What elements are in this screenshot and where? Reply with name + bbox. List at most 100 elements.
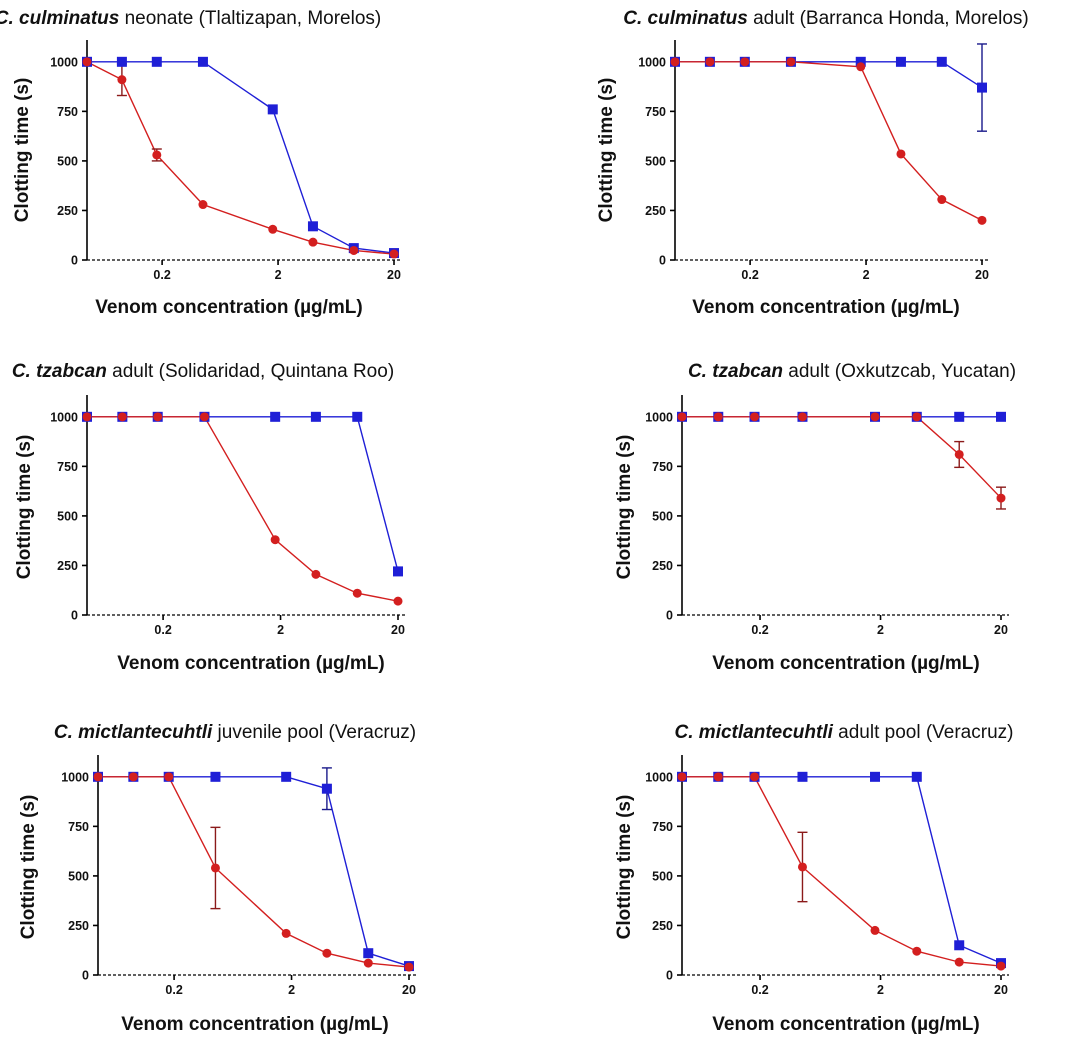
data-point-circle (750, 412, 760, 422)
y-tick-label: 250 (57, 559, 78, 573)
data-point-circle (82, 412, 92, 422)
data-point-square (281, 771, 292, 782)
y-tick-label: 750 (645, 105, 666, 119)
data-point-square (996, 411, 1006, 422)
data-point-square (393, 566, 403, 577)
series-line-red (682, 416, 1002, 499)
data-point-circle (797, 412, 807, 422)
data-point-circle (93, 772, 103, 782)
x-tick-label: 20 (387, 268, 401, 282)
x-tick-label: 0.2 (153, 268, 170, 282)
series-line-red (86, 61, 395, 255)
x-tick-label: 2 (863, 268, 870, 282)
x-tick-label: 0.2 (741, 268, 758, 282)
data-point-square (210, 771, 221, 782)
chart-title-rest: adult (Barranca Honda, Morelos) (748, 8, 1029, 29)
series-line-red (98, 776, 410, 968)
data-point-circle (896, 149, 906, 159)
y-tick-label: 1000 (61, 770, 89, 784)
data-point-circle (870, 412, 880, 422)
data-point-square (270, 411, 281, 422)
data-point-circle (117, 412, 127, 422)
series-line-red (87, 416, 399, 602)
y-tick-label: 1000 (50, 410, 78, 424)
data-point-circle (713, 772, 723, 782)
x-tick-label: 2 (288, 983, 295, 997)
data-point-circle (153, 412, 163, 422)
data-point-square (352, 411, 363, 422)
chart-title: C. culminatus neonate (Tlaltizapan, More… (0, 8, 381, 29)
y-axis-label: Clotting time (s) (18, 795, 39, 940)
data-point-circle (82, 57, 92, 67)
series-line-red (675, 61, 983, 221)
chart-title-species: C. tzabcan (12, 361, 107, 382)
y-tick-label: 500 (652, 869, 673, 883)
x-axis-label: Venom concentration (µg/mL) (117, 653, 384, 674)
data-point-circle (996, 961, 1006, 971)
data-point-circle (677, 772, 687, 782)
y-tick-label: 0 (666, 609, 673, 623)
data-point-circle (198, 200, 208, 210)
x-tick-label: 0.2 (751, 623, 768, 637)
x-axis-label: Venom concentration (µg/mL) (95, 297, 362, 318)
series-line-blue (675, 61, 983, 89)
data-point-square (954, 940, 965, 951)
y-tick-label: 750 (652, 460, 673, 474)
y-tick-label: 0 (666, 969, 673, 983)
data-point-circle (740, 57, 750, 67)
data-point-circle (856, 62, 866, 72)
data-point-circle (322, 948, 332, 958)
data-point-circle (268, 224, 278, 234)
x-tick-label: 2 (877, 623, 884, 637)
data-point-circle (797, 862, 807, 872)
data-point-square (870, 771, 881, 782)
chart-title-species: C. mictlantecuhtli (675, 722, 834, 743)
data-point-circle (870, 925, 880, 935)
x-tick-label: 20 (975, 268, 989, 282)
x-axis-label: Venom concentration (µg/mL) (692, 297, 959, 318)
data-point-square (310, 411, 321, 422)
chart-title-rest: juvenile pool (Veracruz) (212, 722, 416, 743)
data-point-square (307, 221, 318, 232)
series-line-red (682, 776, 1002, 967)
data-point-circle (270, 535, 280, 545)
chart-title-species: C. culminatus (623, 8, 748, 29)
data-point-circle (750, 772, 760, 782)
data-point-circle (713, 412, 723, 422)
y-tick-label: 250 (68, 919, 89, 933)
series-line-blue (87, 61, 395, 254)
x-axis-label: Venom concentration (µg/mL) (121, 1014, 388, 1035)
y-tick-label: 1000 (645, 410, 673, 424)
data-point-square (321, 783, 332, 794)
chart-title-species: C. culminatus (0, 8, 119, 29)
x-axis-label: Venom concentration (µg/mL) (712, 653, 979, 674)
y-tick-label: 1000 (645, 770, 673, 784)
y-tick-label: 500 (652, 509, 673, 523)
y-tick-label: 250 (652, 559, 673, 573)
y-tick-label: 500 (57, 509, 78, 523)
data-point-square (363, 948, 374, 959)
y-tick-label: 0 (71, 254, 78, 268)
chart-panel-6: C. mictlantecuhtli adult pool (Veracruz)… (614, 722, 1013, 1035)
x-tick-label: 0.2 (165, 983, 182, 997)
chart-title-rest: adult (Oxkutzcab, Yucatan) (783, 361, 1016, 382)
data-point-square (197, 56, 208, 67)
data-point-circle (349, 245, 359, 255)
data-point-circle (954, 449, 964, 459)
y-tick-label: 0 (659, 254, 666, 268)
series-line-blue (87, 416, 399, 572)
chart-title: C. tzabcan adult (Oxkutzcab, Yucatan) (688, 361, 1016, 382)
y-tick-label: 750 (652, 820, 673, 834)
data-point-circle (389, 249, 399, 259)
x-tick-label: 20 (402, 983, 416, 997)
x-tick-label: 0.2 (751, 983, 768, 997)
data-point-circle (912, 946, 922, 956)
y-axis-label: Clotting time (s) (614, 795, 635, 940)
chart-title-rest: adult (Solidaridad, Quintana Roo) (107, 361, 394, 382)
x-tick-label: 2 (275, 268, 282, 282)
y-tick-label: 500 (57, 154, 78, 168)
x-tick-label: 20 (994, 623, 1008, 637)
chart-title: C. tzabcan adult (Solidaridad, Quintana … (12, 361, 394, 382)
data-point-circle (210, 863, 220, 873)
